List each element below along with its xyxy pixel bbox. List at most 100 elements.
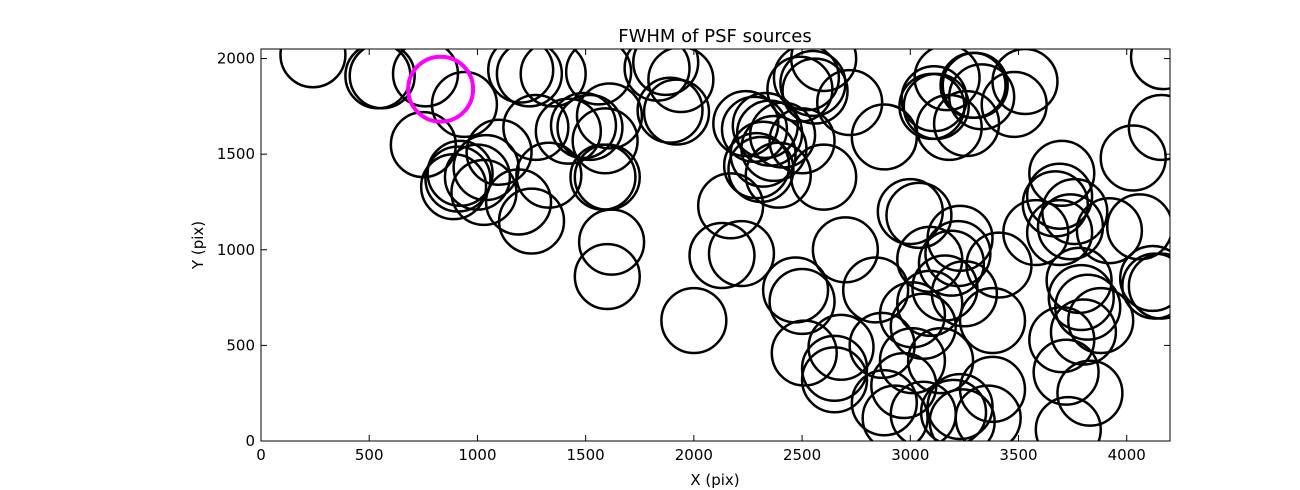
source-marker bbox=[556, 93, 624, 162]
source-marker bbox=[1075, 196, 1144, 265]
source-marker bbox=[696, 172, 765, 240]
source-marker bbox=[707, 219, 776, 288]
source-marker bbox=[519, 49, 587, 108]
source-marker bbox=[642, 78, 711, 146]
source-marker bbox=[515, 141, 583, 209]
source-marker bbox=[577, 208, 646, 276]
source-marker bbox=[465, 118, 533, 186]
source-marker bbox=[815, 68, 884, 137]
source-marker bbox=[1045, 246, 1113, 315]
y-tick-label: 2000 bbox=[217, 50, 255, 68]
y-tick-label: 1500 bbox=[217, 145, 255, 163]
source-marker bbox=[1047, 263, 1115, 332]
source-marker bbox=[790, 49, 858, 93]
source-marker bbox=[1127, 93, 1170, 162]
x-tick-label: 2000 bbox=[675, 446, 713, 464]
source-marker bbox=[850, 103, 919, 171]
source-marker bbox=[941, 51, 1009, 120]
y-tick-label: 0 bbox=[245, 432, 255, 450]
source-marker bbox=[1025, 198, 1094, 267]
source-marker bbox=[487, 49, 555, 104]
source-marker bbox=[913, 49, 981, 112]
source-marker bbox=[660, 286, 728, 355]
source-marker bbox=[770, 319, 838, 387]
source-marker bbox=[768, 107, 836, 175]
x-tick-label: 3000 bbox=[891, 446, 929, 464]
source-marker bbox=[917, 229, 986, 297]
source-marker bbox=[790, 143, 858, 211]
source-marker bbox=[954, 384, 1022, 441]
source-marker bbox=[573, 242, 641, 311]
source-marker bbox=[497, 187, 566, 255]
axis-ticks: 0 500 1000 1500 2000 2500 3000 3500 4000 0 500 1000… bbox=[217, 49, 1170, 464]
x-tick-label: 2500 bbox=[783, 446, 821, 464]
source-marker bbox=[906, 326, 975, 395]
data-points bbox=[279, 49, 1170, 441]
source-marker bbox=[1127, 252, 1170, 320]
x-tick-label: 3500 bbox=[999, 446, 1037, 464]
source-marker bbox=[1067, 286, 1135, 355]
source-marker bbox=[688, 221, 756, 290]
source-marker bbox=[1025, 162, 1094, 230]
source-marker bbox=[1105, 193, 1170, 261]
source-marker bbox=[484, 168, 553, 236]
source-marker bbox=[926, 372, 994, 441]
source-marker bbox=[632, 49, 700, 97]
source-marker bbox=[549, 91, 618, 160]
source-marker bbox=[647, 49, 715, 114]
source-marker bbox=[848, 311, 916, 380]
source-marker bbox=[1129, 49, 1170, 91]
source-marker bbox=[772, 49, 841, 112]
source-marker bbox=[1118, 244, 1170, 313]
source-marker bbox=[534, 97, 603, 165]
source-marker bbox=[430, 70, 499, 139]
source-marker bbox=[902, 72, 970, 141]
source-marker bbox=[926, 204, 994, 273]
source-marker bbox=[571, 107, 639, 175]
source-marker bbox=[930, 260, 999, 328]
source-marker bbox=[861, 384, 929, 441]
source-marker bbox=[495, 49, 564, 108]
source-marker bbox=[1054, 273, 1122, 341]
source-marker bbox=[781, 57, 849, 125]
source-marker bbox=[841, 256, 910, 324]
y-tick-label: 1000 bbox=[217, 241, 255, 259]
source-marker bbox=[878, 326, 947, 395]
source-marker bbox=[1032, 338, 1100, 406]
source-marker bbox=[811, 216, 880, 284]
source-marker bbox=[1041, 177, 1109, 246]
source-marker bbox=[958, 286, 1027, 355]
source-marker bbox=[768, 267, 836, 336]
source-marker bbox=[948, 63, 1016, 131]
x-tick-label: 4000 bbox=[1108, 446, 1146, 464]
x-axis-label: X (pix) bbox=[690, 471, 739, 489]
plot-frame bbox=[260, 48, 1171, 442]
x-tick-label: 0 bbox=[256, 446, 266, 464]
plot-area bbox=[261, 49, 1170, 441]
source-marker bbox=[1034, 395, 1102, 441]
source-marker bbox=[744, 141, 812, 209]
highlighted-source-marker bbox=[406, 54, 476, 124]
source-marker bbox=[919, 378, 988, 441]
x-tick-label: 500 bbox=[355, 446, 384, 464]
y-axis-label: Y (pix) bbox=[189, 221, 207, 270]
source-marker bbox=[636, 76, 704, 144]
x-tick-label: 1500 bbox=[567, 446, 605, 464]
source-marker bbox=[443, 143, 512, 211]
source-marker bbox=[1056, 359, 1124, 427]
source-marker bbox=[850, 369, 919, 437]
source-marker bbox=[924, 219, 992, 288]
source-marker bbox=[575, 82, 644, 150]
source-marker bbox=[807, 313, 875, 382]
source-marker bbox=[279, 49, 347, 89]
source-marker bbox=[1028, 139, 1096, 207]
x-tick-label: 1000 bbox=[458, 446, 496, 464]
source-marker bbox=[800, 346, 869, 414]
source-marker bbox=[348, 49, 416, 110]
source-marker bbox=[1049, 298, 1118, 366]
y-tick-label: 500 bbox=[226, 336, 255, 354]
source-marker bbox=[564, 49, 633, 106]
source-marker bbox=[1099, 124, 1167, 192]
source-marker bbox=[502, 93, 570, 162]
